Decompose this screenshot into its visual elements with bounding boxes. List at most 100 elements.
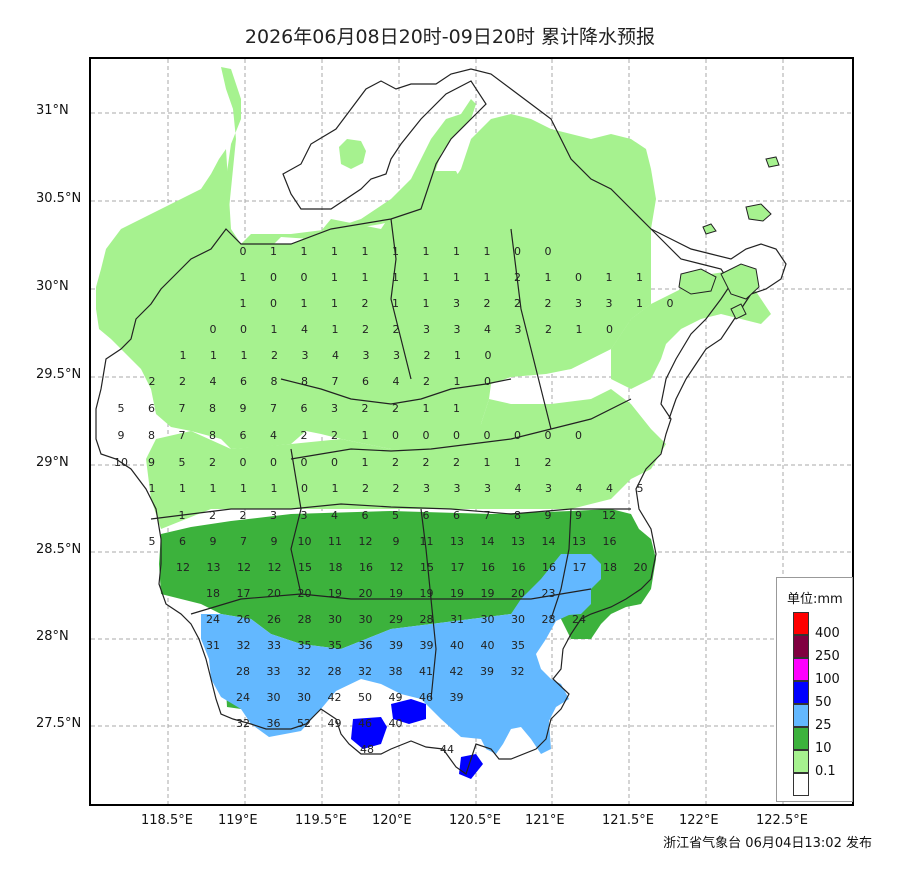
rain-value-label: 31	[450, 613, 464, 626]
rain-value-label: 9	[210, 535, 217, 548]
rain-value-label: 3	[423, 482, 430, 495]
rain-value-label: 8	[514, 509, 521, 522]
rain-value-label: 36	[267, 717, 281, 730]
rain-value-label: 1	[392, 245, 399, 258]
legend-label: 25	[815, 718, 832, 733]
rain-value-label: 1	[636, 271, 643, 284]
city-border-4	[190, 588, 592, 615]
rain-value-label: 39	[389, 639, 403, 652]
rain-value-label: 1	[332, 323, 339, 336]
rain-value-label: 4	[484, 323, 491, 336]
rain-value-label: 0	[270, 297, 277, 310]
rain-value-label: 1	[453, 402, 460, 415]
rain-value-label: 1	[423, 271, 430, 284]
rain-value-label: 2	[331, 429, 338, 442]
legend-label: 0.1	[815, 764, 836, 779]
rain-value-label: 0	[210, 323, 217, 336]
rain-value-label: 24	[206, 613, 220, 626]
rain-value-label: 19	[420, 587, 434, 600]
rain-value-label: 4	[270, 429, 277, 442]
legend-swatch	[793, 681, 809, 704]
city-border-3	[150, 503, 631, 520]
rain-value-label: 6	[423, 509, 430, 522]
rain-value-label: 2	[423, 375, 430, 388]
rain-value-label: 52	[297, 717, 311, 730]
rain-fill-layers	[96, 67, 771, 779]
rain-value-label: 9	[575, 509, 582, 522]
rain-value-label: 0	[240, 456, 247, 469]
lat-label: 31°N	[36, 103, 69, 118]
rain-value-label: 9	[271, 535, 278, 548]
rain-value-label: 1	[240, 297, 247, 310]
rain-value-label: 48	[360, 743, 374, 756]
rain-value-label: 35	[511, 639, 525, 652]
rain-value-label: 3	[545, 482, 552, 495]
rain-value-label: 4	[606, 482, 613, 495]
rain-value-label: 2	[392, 456, 399, 469]
issuer-footer: 浙江省气象台 06月04日13:02 发布	[663, 836, 872, 851]
rain-value-label: 28	[328, 665, 342, 678]
rain-area-light-green-east2	[146, 389, 666, 529]
city-border-2	[290, 398, 632, 460]
rain-value-label: 29	[389, 613, 403, 626]
rain-value-label: 8	[209, 402, 216, 415]
rain-value-label: 8	[209, 429, 216, 442]
rain-value-label: 14	[481, 535, 495, 548]
rain-value-label: 7	[332, 375, 339, 388]
rain-value-label: 0	[575, 429, 582, 442]
rain-value-label: 17	[237, 587, 251, 600]
rain-value-label: 41	[419, 665, 433, 678]
legend-swatch	[793, 612, 809, 635]
rain-value-label: 40	[481, 639, 495, 652]
rain-value-label: 44	[440, 743, 454, 756]
rain-value-label: 2	[453, 456, 460, 469]
rain-value-label: 1	[453, 271, 460, 284]
rain-value-label: 0	[301, 456, 308, 469]
rain-value-label: 12	[176, 561, 190, 574]
city-border-6	[510, 228, 552, 430]
rain-value-label: 1	[392, 271, 399, 284]
rain-value-label: 10	[298, 535, 312, 548]
rain-value-label: 3	[515, 323, 522, 336]
rain-value-label: 3	[270, 509, 277, 522]
rain-value-label: 2	[392, 402, 399, 415]
rain-value-label: 2	[514, 297, 521, 310]
rain-value-label: 19	[389, 587, 403, 600]
rain-value-label: 30	[328, 613, 342, 626]
rain-value-label: 30	[511, 613, 525, 626]
rain-value-label: 1	[484, 271, 491, 284]
rain-value-label: 0	[301, 482, 308, 495]
rain-value-label: 1	[331, 297, 338, 310]
precipitation-map: 0 1 1 1 1 1 1 1 1 0 01 0 0 1 1 1 1 1 1 2 1 0 1 11 0 1 1 2 1 1 3 2 2 2 3 3 1 0…	[91, 59, 852, 804]
rain-value-label: 0	[514, 245, 521, 258]
rain-value-label: 2	[545, 297, 552, 310]
rain-value-label: 18	[603, 561, 617, 574]
rain-value-label: 6	[148, 402, 155, 415]
rain-value-label: 33	[267, 665, 281, 678]
rain-value-label: 1	[392, 297, 399, 310]
rain-area-light-blue	[201, 554, 601, 754]
rain-value-label: 2	[362, 402, 369, 415]
rain-value-label: 32	[236, 717, 250, 730]
island-4	[730, 303, 747, 320]
rain-value-label: 4	[301, 323, 308, 336]
rain-value-label: 2	[393, 323, 400, 336]
lon-label: 122.5°E	[756, 813, 808, 828]
rain-value-label: 1	[180, 349, 187, 362]
rain-value-label: 1	[606, 271, 613, 284]
rain-value-label: 1	[362, 245, 369, 258]
rain-value-label: 7	[270, 402, 277, 415]
rain-value-label: 1	[241, 349, 248, 362]
rain-value-label: 3	[606, 297, 613, 310]
rain-value-label: 20	[359, 587, 373, 600]
rain-value-label: 2	[271, 349, 278, 362]
rain-value-label: 2	[209, 509, 216, 522]
rain-value-label: 2	[393, 482, 400, 495]
rain-value-label: 35	[328, 639, 342, 652]
rain-value-label: 2	[362, 323, 369, 336]
legend-swatch	[793, 750, 809, 773]
rain-value-label: 1	[240, 271, 247, 284]
rain-value-label: 32	[511, 665, 525, 678]
lat-label: 28°N	[36, 629, 69, 644]
legend: 单位:mm 400 250 100 50 25 10 0.1	[776, 577, 853, 802]
